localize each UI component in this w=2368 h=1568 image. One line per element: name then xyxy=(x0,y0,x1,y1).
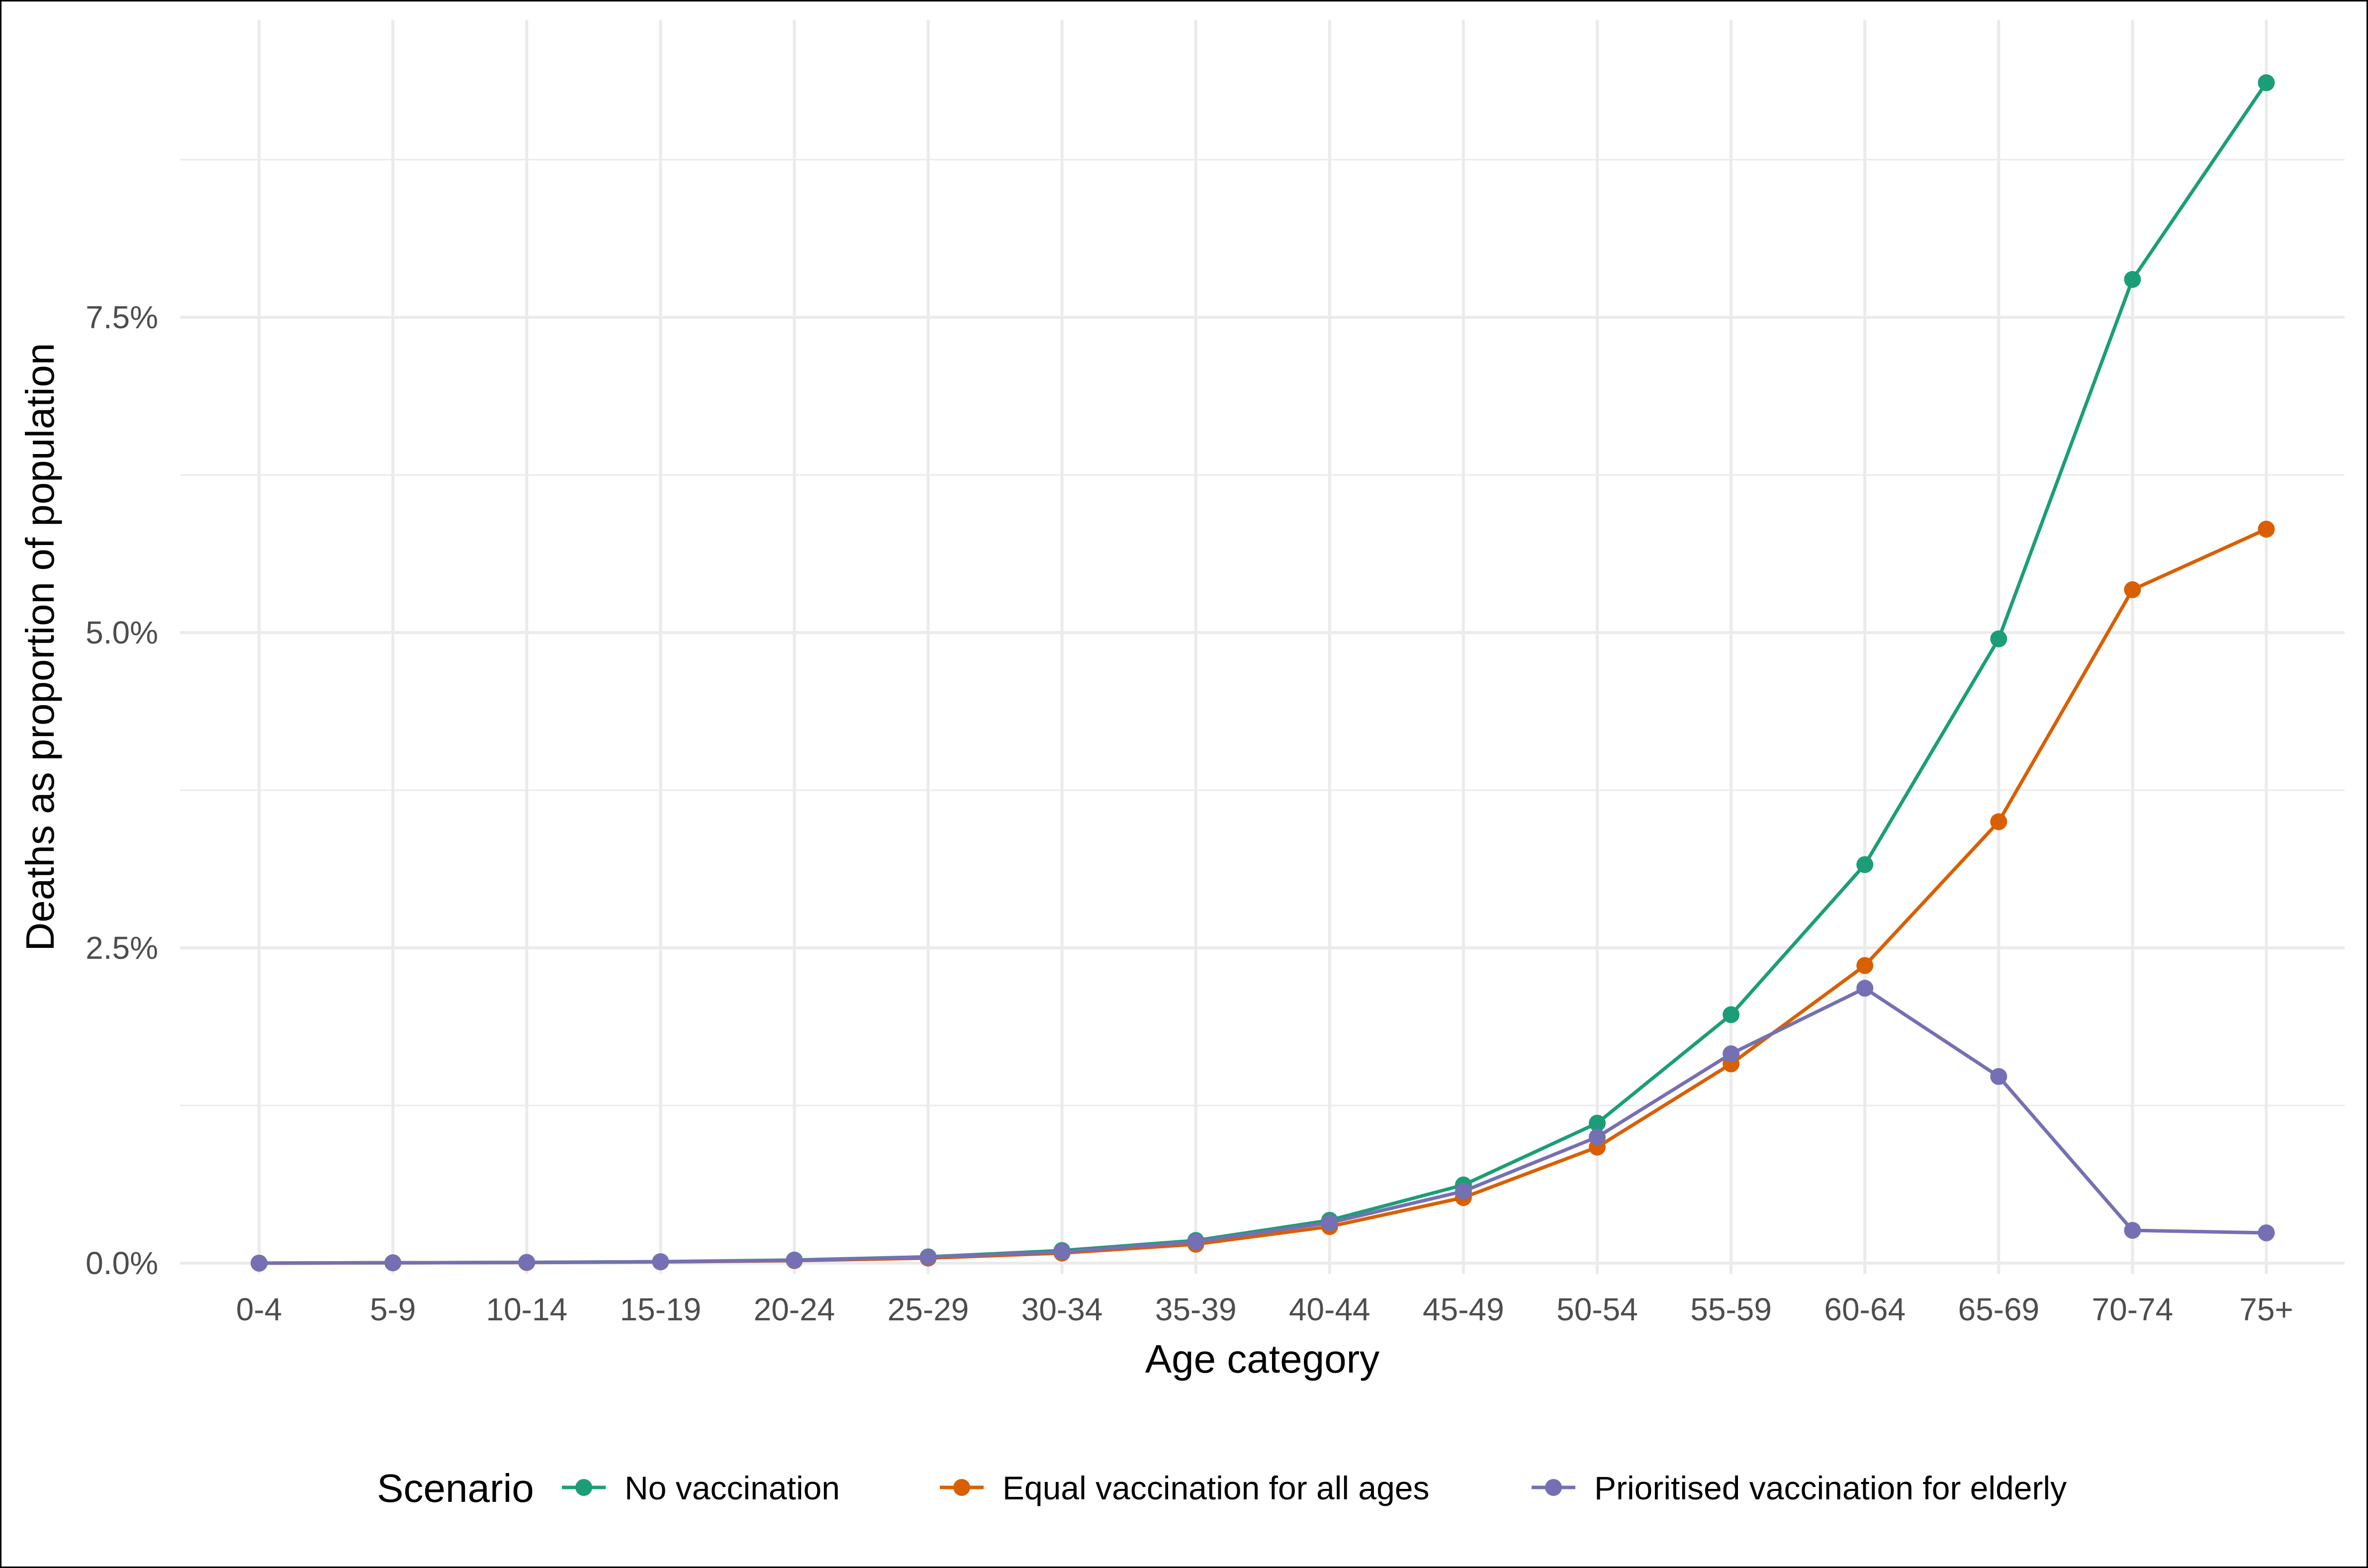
data-point xyxy=(384,1254,402,1272)
data-point xyxy=(1053,1243,1071,1261)
legend-title: Scenario xyxy=(377,1466,534,1510)
series-line xyxy=(259,527,2267,1265)
x-tick-label: 5-9 xyxy=(370,1291,416,1327)
data-point xyxy=(1856,856,1874,873)
x-tick-label: 65-69 xyxy=(1958,1291,2039,1327)
data-point xyxy=(2124,1222,2141,1239)
x-tick-label: 10-14 xyxy=(486,1291,567,1327)
data-point xyxy=(1723,1006,1740,1023)
x-tick-label: 60-64 xyxy=(1824,1291,1906,1327)
data-point xyxy=(1990,1068,2007,1085)
y-tick-label: 5.0% xyxy=(86,615,158,650)
legend: Scenario No vaccination Equal vaccination… xyxy=(377,1466,2067,1510)
legend-key-point xyxy=(575,1479,592,1496)
x-tick-label: 0-4 xyxy=(236,1291,282,1327)
series-line xyxy=(259,986,2267,1265)
data-point xyxy=(1321,1214,1338,1231)
data-point xyxy=(1856,957,1874,974)
data-point xyxy=(1187,1233,1204,1250)
data-point xyxy=(2258,74,2275,92)
y-tick-label: 2.5% xyxy=(86,930,158,966)
series-line xyxy=(259,82,2268,1265)
data-point xyxy=(2124,581,2141,598)
y-tick-label: 0.0% xyxy=(86,1245,158,1281)
x-axis-ticks: 0-4 5-9 10-14 15-19 20-24 25-29 30-34 35-39 40-4… xyxy=(236,1291,2293,1327)
x-tick-label: 70-74 xyxy=(2092,1291,2174,1327)
data-point xyxy=(2124,271,2141,288)
grid-lines xyxy=(180,20,2345,1274)
x-tick-label: 20-24 xyxy=(754,1291,835,1327)
x-tick-label: 40-44 xyxy=(1289,1291,1370,1327)
data-point xyxy=(1990,813,2007,830)
x-axis-title: Age category xyxy=(1145,1337,1379,1381)
legend-key-point xyxy=(1545,1479,1562,1496)
data-point xyxy=(1723,1045,1740,1063)
x-tick-label: 55-59 xyxy=(1690,1291,1772,1327)
x-tick-label: 50-54 xyxy=(1556,1291,1638,1327)
data-point xyxy=(518,1254,536,1271)
x-tick-label: 75+ xyxy=(2239,1291,2293,1327)
y-tick-label: 7.5% xyxy=(86,299,158,335)
data-point xyxy=(251,1255,268,1272)
x-tick-label: 25-29 xyxy=(888,1291,969,1327)
data-point xyxy=(919,1248,937,1266)
data-point xyxy=(786,1252,803,1269)
data-point xyxy=(1455,1183,1472,1200)
x-tick-label: 35-39 xyxy=(1155,1291,1237,1327)
data-point xyxy=(1990,630,2007,647)
data-point xyxy=(1589,1114,1606,1132)
legend-key-point xyxy=(953,1479,970,1496)
data-point xyxy=(2258,521,2275,538)
series-group xyxy=(251,74,2275,1272)
x-tick-label: 45-49 xyxy=(1423,1291,1504,1327)
legend-label: Prioritised vaccination for elderly xyxy=(1594,1470,2067,1506)
data-point xyxy=(652,1253,669,1271)
y-axis-title: Deaths as proportion of population xyxy=(18,343,62,951)
y-axis-ticks: 0.0% 2.5% 5.0% 7.5% xyxy=(86,299,158,1281)
data-point xyxy=(2258,1224,2275,1242)
x-tick-label: 15-19 xyxy=(620,1291,701,1327)
legend-label: No vaccination xyxy=(625,1470,840,1506)
legend-label: Equal vaccination for all ages xyxy=(1002,1470,1430,1506)
data-point xyxy=(1589,1128,1606,1146)
data-point xyxy=(1856,980,1874,997)
x-tick-label: 30-34 xyxy=(1021,1291,1103,1327)
